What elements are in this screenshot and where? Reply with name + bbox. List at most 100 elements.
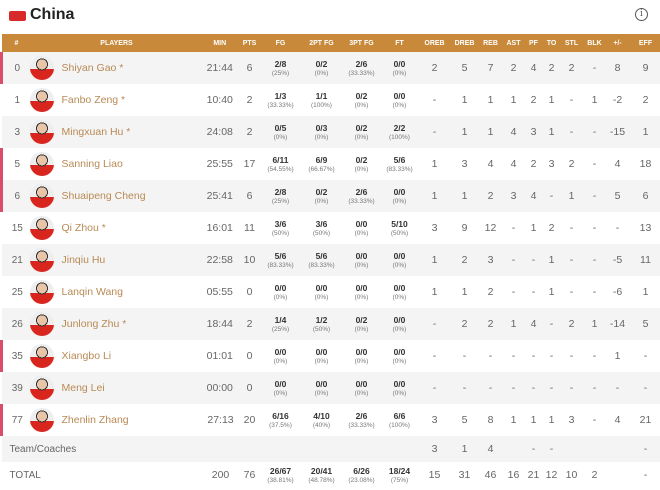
- fg3-made: 2/6: [355, 186, 368, 197]
- player-row[interactable]: 26 Junlong Zhu * 18:44 2 1/4 (25%) 1/2 (50%) 0/2…: [1, 308, 660, 340]
- player-name-link[interactable]: Mingxuan Hu *: [61, 126, 131, 138]
- column-header[interactable]: #: [1, 34, 32, 52]
- column-header[interactable]: MIN: [201, 34, 240, 52]
- info-icon[interactable]: i: [635, 8, 648, 21]
- points: 76: [239, 462, 260, 488]
- to: -: [543, 180, 560, 212]
- column-header[interactable]: STL: [559, 34, 584, 52]
- column-header[interactable]: TO: [543, 34, 560, 52]
- column-header[interactable]: OREB: [417, 34, 452, 52]
- fg: 0/0 (0%): [259, 372, 302, 404]
- player-row[interactable]: 0 Shiyan Gao * 21:44 6 2/8 (25%) 0/2 (0%) 2/6 (33…: [0, 52, 660, 84]
- plus-minus: 4: [614, 414, 621, 426]
- player-name-link[interactable]: Meng Lei: [61, 382, 105, 394]
- column-header[interactable]: 3PT FG: [341, 34, 382, 52]
- ft-made: 0/0: [393, 282, 406, 293]
- points: 2: [246, 94, 253, 106]
- fg3-pct: (0%): [354, 165, 369, 173]
- jersey-number: 26: [1, 308, 32, 340]
- fg2: 1/1 (100%): [302, 84, 342, 116]
- oreb: 1: [431, 286, 438, 298]
- dreb: 1: [461, 286, 468, 298]
- player-row[interactable]: 1 Fanbo Zeng * 10:40 2 1/3 (33.33%) 1/1 (100%) 0…: [2, 84, 660, 116]
- pf: -: [523, 244, 544, 276]
- fg: 3/6 (50%): [260, 212, 302, 244]
- fg: 1/4 (25%): [259, 308, 302, 340]
- player-name-link[interactable]: Jinqiu Hu: [61, 254, 106, 266]
- plus-minus: -5: [605, 244, 630, 276]
- ast: 1: [510, 94, 517, 106]
- ft-made: 0/0: [393, 90, 406, 101]
- player-row[interactable]: 77 Zhenlin Zhang 27:13 20 6/16 (37.5%) 4/10 (40…: [0, 404, 660, 436]
- oreb: 15: [417, 462, 452, 488]
- ft-pct: (0%): [392, 197, 407, 205]
- jersey-number: 15: [11, 222, 23, 234]
- fg2-pct: (0%): [314, 357, 329, 365]
- column-header[interactable]: FT: [381, 34, 418, 52]
- player-cell: Sanning Liao: [29, 148, 202, 180]
- ast: -: [503, 244, 524, 276]
- stl: -: [569, 286, 574, 298]
- column-header[interactable]: PF: [523, 34, 544, 52]
- fg3-pct: (0%): [354, 389, 369, 397]
- dreb: 9: [461, 222, 468, 234]
- player-name-link[interactable]: Lanqin Wang: [61, 286, 124, 298]
- player-name-link[interactable]: Fanbo Zeng *: [61, 94, 126, 106]
- fg: 2/8 (25%): [259, 180, 302, 212]
- reb: 4: [477, 436, 504, 462]
- blk: -: [583, 116, 606, 148]
- column-header[interactable]: REB: [477, 34, 504, 52]
- column-header[interactable]: +/-: [605, 34, 630, 52]
- jersey-number: 35: [0, 340, 32, 372]
- player-row[interactable]: 5 Sanning Liao 25:55 17 6/11 (54.55%) 6/9 (66.6…: [0, 148, 660, 180]
- player-row[interactable]: 25 Lanqin Wang 05:55 0 0/0 (0%) 0/0 (0%) 0/0 (0%)…: [2, 276, 660, 308]
- fg-made: 2/8: [274, 186, 287, 197]
- column-header[interactable]: DREB: [451, 34, 478, 52]
- player-name-link[interactable]: Sanning Liao: [61, 158, 123, 170]
- fg-pct: (33.33%): [267, 101, 294, 109]
- player-name-link[interactable]: Zhenlin Zhang: [61, 414, 129, 426]
- column-header[interactable]: FG: [259, 34, 302, 52]
- dreb: 5: [461, 414, 468, 426]
- empty-cell: [381, 436, 418, 462]
- player-row[interactable]: 6 Shuaipeng Cheng 25:41 6 2/8 (25%) 0/2 (0%) 2/6…: [0, 180, 660, 212]
- player-row[interactable]: 3 Mingxuan Hu * 24:08 2 0/5 (0%) 0/3 (0%) 0/2 (0%…: [1, 116, 660, 148]
- player-name-link[interactable]: Qi Zhou *: [61, 222, 106, 234]
- fg: 0/0 (0%): [260, 340, 302, 372]
- player-row[interactable]: 15 Qi Zhou * 16:01 11 3/6 (50%) 3/6 (50%) 0/0 (0%…: [2, 212, 660, 244]
- points: 0: [246, 286, 253, 298]
- ft-made: 0/0: [393, 314, 406, 325]
- fg2-pct: (50%): [312, 229, 331, 237]
- pf: 4: [523, 52, 544, 84]
- fg2-pct: (83.33%): [308, 261, 335, 269]
- fg3-pct: (0%): [354, 325, 369, 333]
- column-header[interactable]: PLAYERS: [31, 34, 202, 52]
- fg2-pct: (48.78%): [308, 476, 335, 484]
- ft-made: 6/6: [393, 410, 406, 421]
- fg-made: 0/0: [274, 346, 287, 357]
- player-row[interactable]: 39 Meng Lei 00:00 0 0/0 (0%) 0/0 (0%) 0/0 (0%) 0/0…: [1, 372, 660, 404]
- blk: -: [592, 222, 597, 234]
- column-header[interactable]: PTS: [239, 34, 260, 52]
- player-row[interactable]: 21 Jinqiu Hu 22:58 10 5/6 (83.33%) 5/6 (83.33%)…: [1, 244, 660, 276]
- column-header[interactable]: EFF: [629, 34, 660, 52]
- player-name-link[interactable]: Xiangbo Li: [61, 350, 112, 362]
- player-name-link[interactable]: Shiyan Gao *: [61, 62, 124, 74]
- player-avatar: [29, 376, 54, 400]
- blk: -: [583, 52, 606, 84]
- player-avatar: [29, 344, 54, 368]
- player-name-link[interactable]: Shuaipeng Cheng: [61, 190, 146, 202]
- stl: -: [569, 350, 574, 362]
- jersey-number: 1: [14, 94, 21, 106]
- column-header[interactable]: BLK: [583, 34, 606, 52]
- minutes: 18:44: [201, 308, 240, 340]
- blk: 2: [583, 462, 606, 488]
- column-header[interactable]: 2PT FG: [301, 34, 342, 52]
- player-cell: Shuaipeng Cheng: [29, 180, 202, 212]
- player-name-link[interactable]: Junlong Zhu *: [61, 318, 127, 330]
- pf: 21: [523, 462, 544, 488]
- fg: 6/11 (54.55%): [260, 148, 302, 180]
- column-header[interactable]: AST: [503, 34, 524, 52]
- plus-minus: -2: [612, 94, 623, 106]
- player-row[interactable]: 35 Xiangbo Li 01:01 0 0/0 (0%) 0/0 (0%) 0/0 (0%) 0…: [0, 340, 660, 372]
